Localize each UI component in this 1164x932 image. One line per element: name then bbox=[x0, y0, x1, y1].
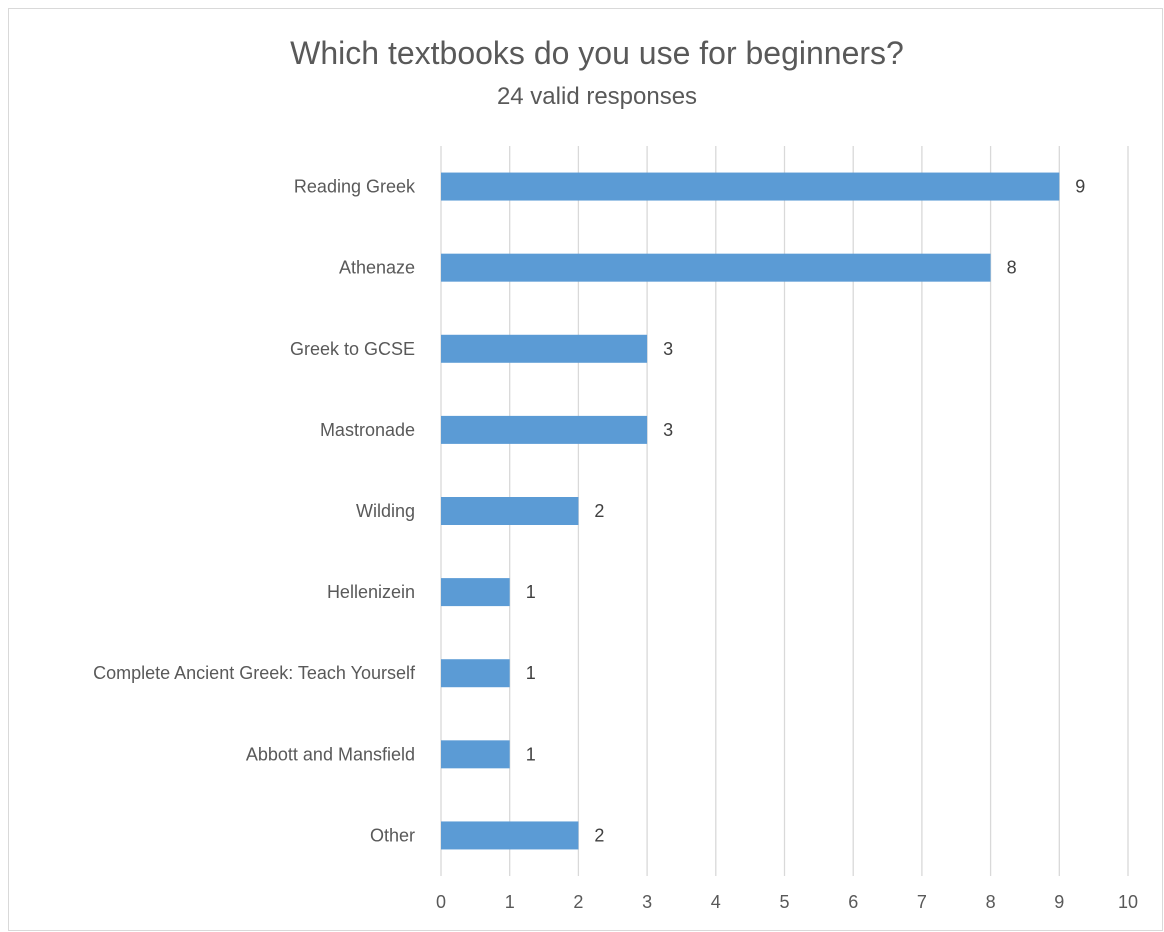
x-tick-label: 10 bbox=[1118, 892, 1138, 912]
x-tick-labels: 0 1 2 3 4 5 6 7 8 9 10 bbox=[436, 892, 1138, 912]
x-tick-label: 6 bbox=[848, 892, 858, 912]
x-tick-label: 1 bbox=[505, 892, 515, 912]
data-label: 2 bbox=[594, 501, 604, 521]
data-label: 1 bbox=[526, 663, 536, 683]
x-tick-label: 3 bbox=[642, 892, 652, 912]
bar bbox=[441, 740, 510, 769]
x-tick-label: 9 bbox=[1054, 892, 1064, 912]
category-label: Athenaze bbox=[339, 258, 415, 278]
chart-title: Which textbooks do you use for beginners… bbox=[290, 35, 904, 71]
data-label: 3 bbox=[663, 339, 673, 359]
category-label: Complete Ancient Greek: Teach Yourself bbox=[93, 663, 416, 683]
data-label: 2 bbox=[594, 825, 604, 845]
bars bbox=[441, 172, 1060, 850]
bar bbox=[441, 578, 510, 607]
x-tick-label: 2 bbox=[573, 892, 583, 912]
data-label: 8 bbox=[1007, 258, 1017, 278]
category-label: Greek to GCSE bbox=[290, 339, 415, 359]
x-tick-label: 0 bbox=[436, 892, 446, 912]
bar bbox=[441, 334, 648, 363]
data-labels: 9 8 3 3 2 1 1 1 2 bbox=[526, 177, 1086, 846]
category-label: Wilding bbox=[356, 501, 415, 521]
category-label: Mastronade bbox=[320, 420, 415, 440]
category-label: Other bbox=[370, 825, 415, 845]
data-label: 1 bbox=[526, 582, 536, 602]
bar bbox=[441, 659, 510, 688]
x-tick-label: 5 bbox=[779, 892, 789, 912]
data-label: 1 bbox=[526, 744, 536, 764]
data-label: 9 bbox=[1075, 177, 1085, 197]
x-tick-label: 8 bbox=[986, 892, 996, 912]
data-label: 3 bbox=[663, 420, 673, 440]
chart-frame bbox=[8, 8, 1163, 931]
x-tick-label: 4 bbox=[711, 892, 721, 912]
bar bbox=[441, 415, 648, 444]
chart-subtitle: 24 valid responses bbox=[497, 83, 697, 110]
bar bbox=[441, 172, 1060, 201]
category-labels: Reading Greek Athenaze Greek to GCSE Mastro… bbox=[93, 177, 416, 846]
bar bbox=[441, 821, 579, 850]
category-label: Hellenizein bbox=[327, 582, 415, 602]
category-label: Abbott and Mansfield bbox=[246, 744, 415, 764]
x-tick-label: 7 bbox=[917, 892, 927, 912]
bar bbox=[441, 497, 579, 525]
bar bbox=[441, 253, 991, 282]
category-label: Reading Greek bbox=[294, 177, 416, 197]
